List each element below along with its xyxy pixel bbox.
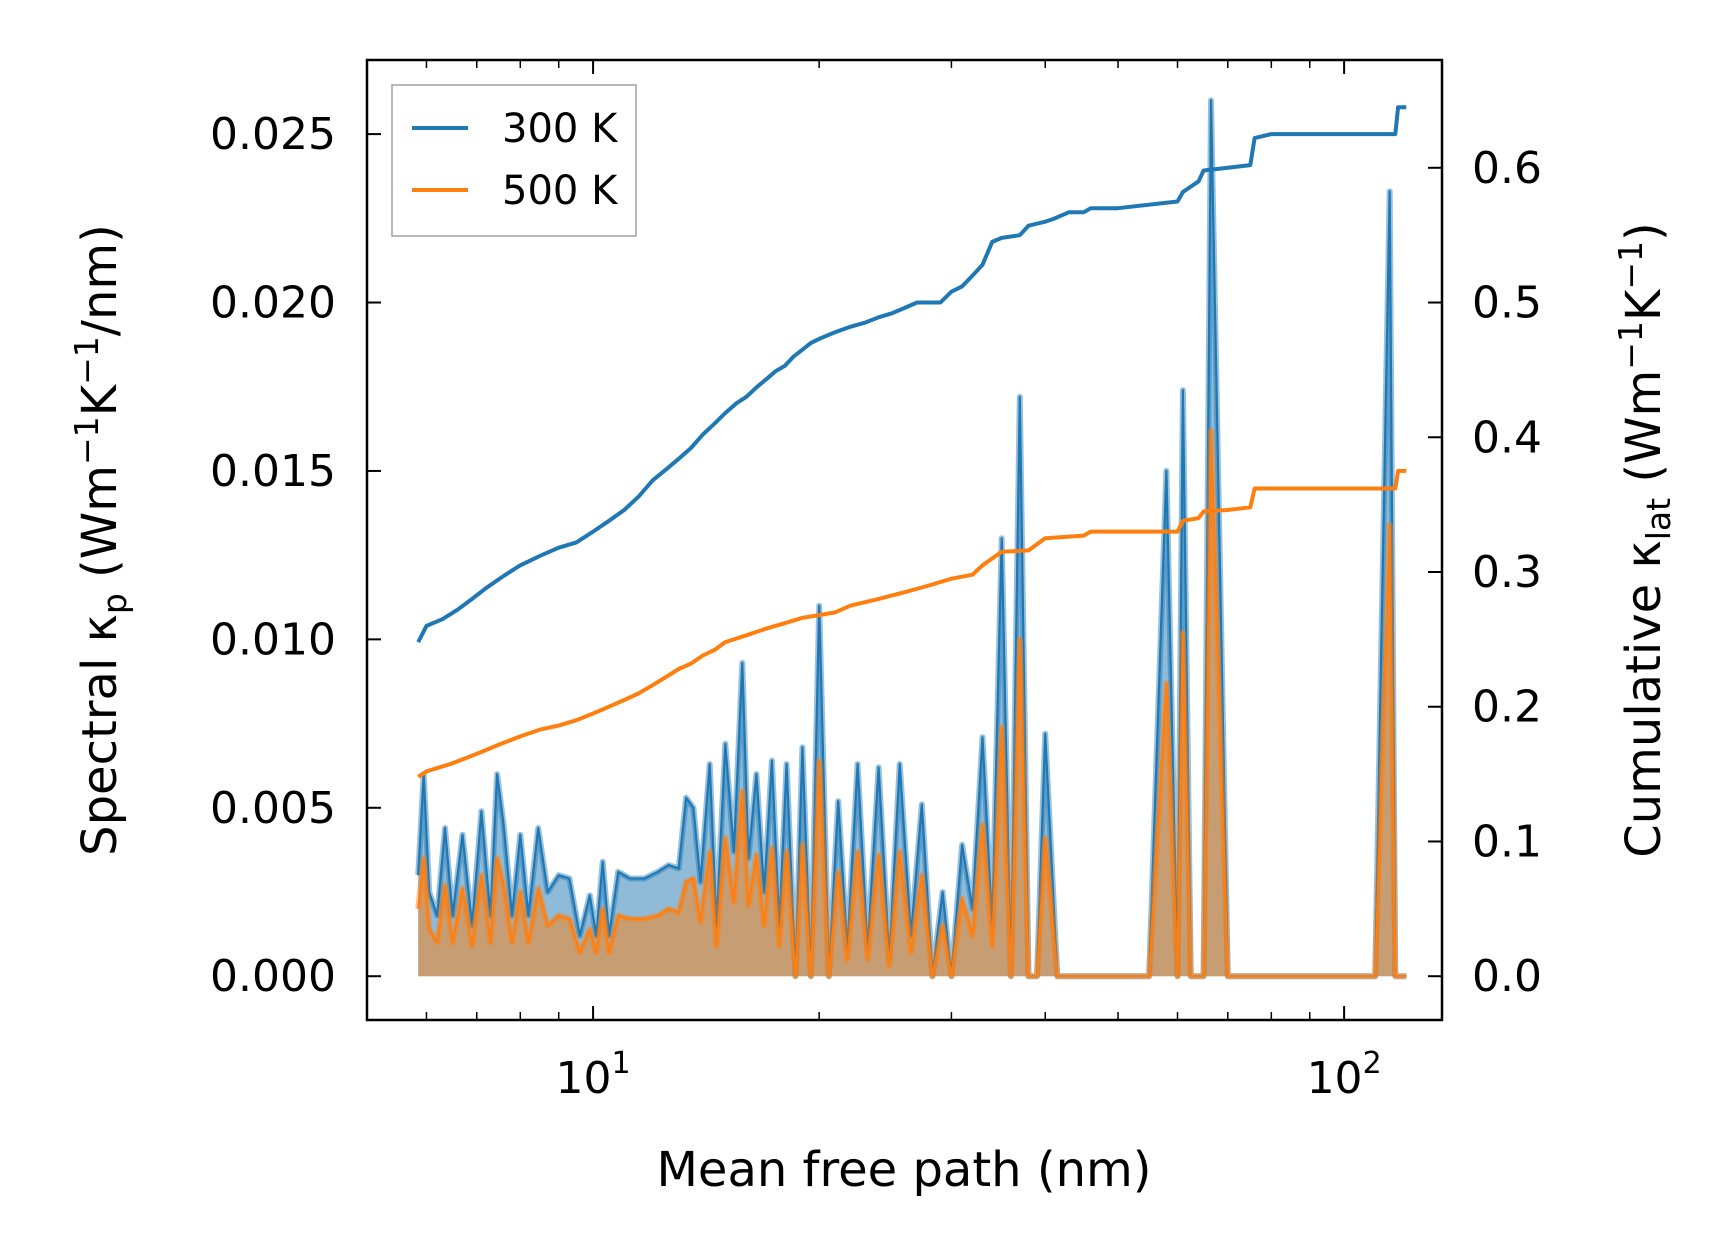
spectral-line-300k: [417, 99, 1407, 978]
y-right-tick-label: 0.2: [1472, 682, 1542, 733]
y-right-tick-label: 0.6: [1472, 143, 1542, 194]
spectral-halo-300k: [415, 97, 1407, 980]
x-axis-label: Mean free path (nm): [657, 1142, 1152, 1198]
y-right-tick-label: 0.4: [1472, 412, 1542, 463]
y-left-tick-label: 0.010: [210, 614, 336, 665]
x-tick-label: 102: [1307, 1046, 1382, 1104]
y-left-tick-label: 0.025: [210, 109, 336, 160]
spectral-halo-500k: [415, 427, 1407, 980]
y-left-axis-label: Spectral κp (Wm−1K−1/nm): [67, 224, 134, 856]
plot-frame: [365, 58, 1444, 1022]
y-right-tick-label: 0.3: [1472, 547, 1542, 598]
tick-layer: [367, 60, 1442, 1020]
legend: 300 K 500 K: [391, 84, 637, 237]
y-left-tick-label: 0.015: [210, 446, 336, 497]
y-left-tick-label: 0.005: [210, 783, 336, 834]
spectral-line-500k: [417, 429, 1407, 978]
y-left-tick-label: 0.020: [210, 278, 336, 329]
cumulative-line-500k: [417, 468, 1407, 779]
legend-box: [391, 84, 637, 237]
legend-label-300k: 300 K: [502, 106, 619, 152]
spectral-area-300k: [418, 100, 1407, 977]
y-left-tick-label: 0.000: [210, 951, 336, 1002]
spectral-area-500k: [418, 430, 1407, 977]
legend-label-500k: 500 K: [502, 168, 619, 214]
y-right-tick-label: 0.5: [1472, 278, 1542, 329]
spectral-fill-layer: [415, 97, 1407, 980]
y-right-tick-label: 0.0: [1472, 951, 1542, 1002]
y-right-axis-label: Cumulative κlat (Wm−1K−1): [1611, 222, 1678, 858]
y-right-tick-label: 0.1: [1472, 816, 1542, 867]
cumulative-line-layer: [416, 105, 1407, 779]
cumulative-line-300k: [416, 105, 1407, 644]
x-tick-label: 101: [556, 1046, 631, 1104]
